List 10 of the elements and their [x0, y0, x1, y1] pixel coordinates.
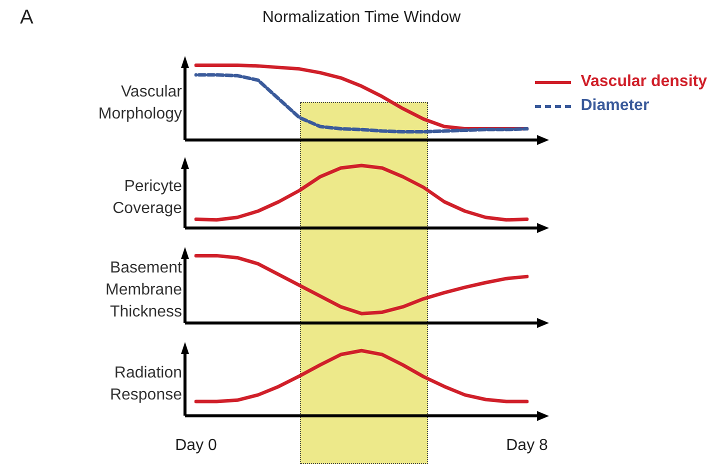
x-tick-label: Day 8 [506, 436, 548, 454]
chart-title: Normalization Time Window [262, 9, 462, 26]
text: A [20, 6, 34, 29]
legend-label: Vascular density [580, 73, 707, 91]
y-axis-title: Basement Membrane Thickness [106, 259, 183, 320]
y-axis-title: Vascular Morphology [98, 84, 183, 123]
x-tick-label: Day 0 [175, 436, 217, 454]
legend-label: Diameter [580, 97, 650, 115]
y-axis-title: Pericyte Coverage [112, 178, 182, 217]
y-axis-title: Radiation Response [110, 364, 182, 404]
